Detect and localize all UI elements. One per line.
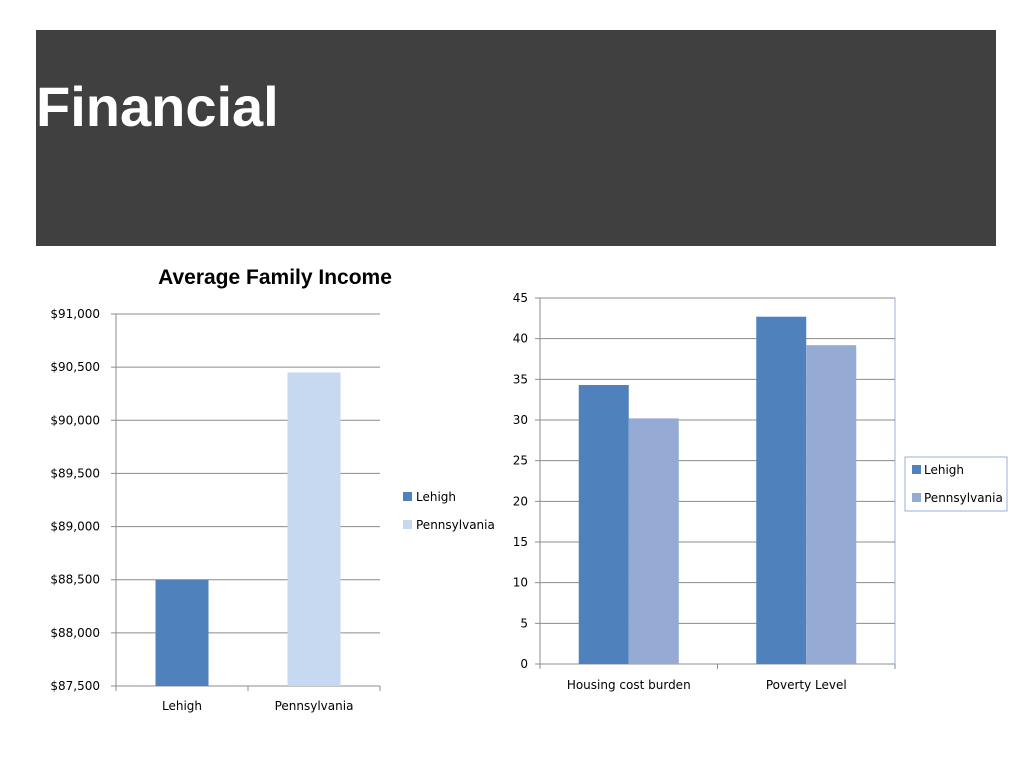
legend-swatch — [403, 520, 412, 529]
bar-pennsylvania-poverty-level — [806, 345, 857, 664]
y-tick-label: 45 — [513, 291, 528, 305]
y-tick-label: $91,000 — [50, 307, 100, 321]
legend-box — [904, 456, 1008, 512]
x-tick-label: Poverty Level — [766, 678, 847, 692]
bar-pennsylvania — [287, 372, 341, 686]
burden-poverty-chart: 0 5 10 15 20 25 30 35 40 45 Housing cost burden Pov… — [513, 291, 1008, 692]
bar-lehigh — [155, 579, 209, 686]
slide-title: Financial — [36, 75, 279, 138]
legend-label: Pennsylvania — [924, 491, 1003, 505]
bar-lehigh-housing-cost-burden — [578, 385, 629, 664]
x-tick-label: Lehigh — [162, 699, 202, 713]
legend-swatch — [403, 492, 412, 501]
y-tick-label: 10 — [513, 576, 528, 590]
chart1-title: Average Family Income — [158, 266, 392, 289]
y-tick-label: $88,500 — [50, 573, 100, 587]
bar-pennsylvania-housing-cost-burden — [628, 418, 679, 664]
legend-label: Lehigh — [924, 463, 964, 477]
legend-swatch — [912, 465, 921, 474]
y-tick-label: 25 — [513, 454, 528, 468]
y-tick-label: 5 — [520, 616, 528, 630]
bar-lehigh-poverty-level — [756, 316, 807, 664]
income-chart: $87,500 $88,000 $88,500 $89,000 $89,500 $90,0… — [50, 307, 495, 713]
x-tick-label: Pennsylvania — [275, 699, 354, 713]
y-tick-label: $87,500 — [50, 679, 100, 693]
y-tick-label: 0 — [520, 657, 528, 671]
y-tick-label: 40 — [513, 332, 528, 346]
y-tick-label: $89,000 — [50, 520, 100, 534]
y-tick-label: 30 — [513, 413, 528, 427]
y-tick-label: 15 — [513, 535, 528, 549]
y-tick-label: 35 — [513, 372, 528, 386]
y-tick-label: $90,000 — [50, 413, 100, 427]
legend-swatch — [912, 493, 921, 502]
title-banner — [36, 30, 996, 246]
y-tick-label: $90,500 — [50, 360, 100, 374]
y-tick-label: $88,000 — [50, 626, 100, 640]
y-tick-label: $89,500 — [50, 466, 100, 480]
x-tick-label: Housing cost burden — [567, 678, 691, 692]
legend-label: Pennsylvania — [416, 518, 495, 532]
y-tick-label: 20 — [513, 494, 528, 508]
legend-label: Lehigh — [416, 490, 456, 504]
